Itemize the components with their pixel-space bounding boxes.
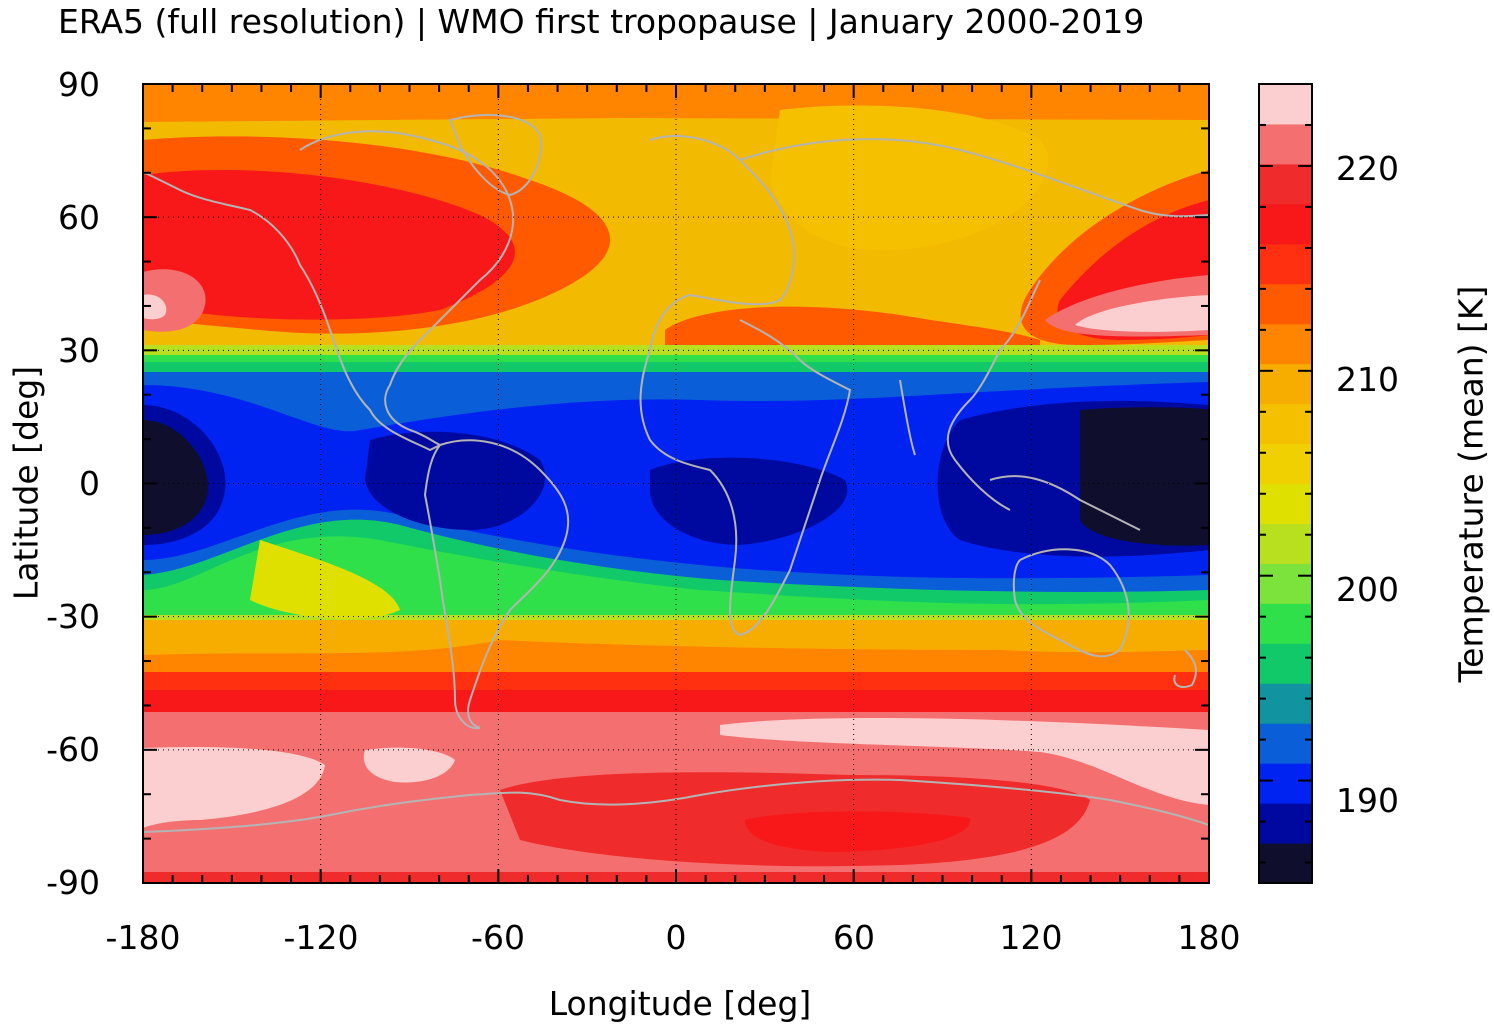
colorbar-segment [1259, 323, 1312, 365]
coast-new-zealand [1173, 649, 1197, 688]
colorbar-segment [1259, 203, 1312, 245]
coast-australia [1012, 548, 1130, 658]
y-tick-label: 0 [79, 464, 100, 503]
x-tick-label: 0 [665, 918, 687, 957]
colorbar-tick-label: 220 [1336, 149, 1399, 188]
colorbar-segment [1259, 723, 1312, 764]
field-s-band-lightpink2 [363, 747, 455, 783]
colorbar-segment [1259, 843, 1312, 884]
coast-north-america [143, 130, 515, 452]
coast-greenland [448, 114, 542, 197]
colorbar-segment [1259, 603, 1312, 644]
field-band-navy-afr [650, 457, 848, 545]
field-band-black-ep [143, 420, 209, 535]
colorbar-segment [1259, 403, 1312, 445]
coast-indonesia [989, 475, 1141, 531]
colorbar-tick-label: 190 [1336, 781, 1399, 820]
y-tick-label: 60 [58, 198, 100, 237]
x-axis-title: Longitude [deg] [548, 984, 812, 1023]
colorbar-segment [1259, 84, 1312, 125]
colorbar-segment [1259, 803, 1312, 844]
colorbar-frame [1258, 83, 1313, 884]
y-tick-label: -90 [46, 863, 100, 902]
field-nafrica-red [665, 306, 1040, 355]
colorbar-ticks [1259, 83, 1312, 864]
field-band-navy-sam [365, 431, 546, 530]
field-w-pacific-lightpink [1075, 295, 1209, 332]
field-s-band-red3 [745, 811, 971, 852]
colorbar-segment [1259, 643, 1312, 684]
field-band-black-wp [1080, 407, 1209, 546]
x-tick-label: 60 [833, 918, 875, 957]
y-tick-label: 30 [58, 331, 100, 370]
colorbar-segment [1259, 523, 1312, 564]
colorbar-segment [1259, 563, 1312, 604]
colorbar-title: Temperature (mean) [K] [1451, 285, 1491, 683]
field-s-band-lightpink1 [143, 746, 325, 828]
field-n-pacific-lightpink [143, 294, 167, 320]
colorbar [1259, 84, 1312, 884]
field-asia-lightorange [770, 105, 1049, 251]
coast-south-america [423, 439, 570, 730]
grid-lines [143, 84, 1209, 883]
colorbar-segment [1259, 763, 1312, 804]
y-tick-label: 90 [58, 65, 100, 104]
colorbar-segment [1259, 283, 1312, 325]
colorbar-segment [1259, 483, 1312, 524]
colorbar-segment [1259, 683, 1312, 724]
coast-asia [739, 138, 1209, 511]
x-tick-label: -180 [105, 918, 181, 957]
coast-antarctica [143, 778, 1209, 833]
field-s-band-lightpink3 [720, 718, 1209, 805]
colorbar-segment [1259, 363, 1312, 405]
colorbar-segment [1259, 243, 1312, 285]
colorbar-segment [1259, 163, 1312, 205]
x-tick-label: 120 [999, 918, 1063, 957]
colorbar-segment [1259, 443, 1312, 484]
x-tick-label: -120 [283, 918, 359, 957]
x-tick-label: -60 [471, 918, 525, 957]
axis-ticks [142, 83, 1210, 884]
y-tick-label: -60 [46, 730, 100, 769]
temperature-field [143, 84, 1209, 883]
coastlines [143, 114, 1209, 833]
chart-title: ERA5 (full resolution) | WMO first tropo… [58, 2, 1145, 41]
coast-europe-africa [639, 135, 852, 637]
field-yellow-sep [250, 540, 400, 619]
x-tick-label: 180 [1177, 918, 1241, 957]
colorbar-tick-label: 200 [1336, 570, 1399, 609]
y-axis-title: Latitude [deg] [6, 365, 46, 601]
colorbar-segment [1259, 123, 1312, 165]
y-tick-label: -30 [46, 597, 100, 636]
colorbar-tick-label: 210 [1336, 360, 1399, 399]
